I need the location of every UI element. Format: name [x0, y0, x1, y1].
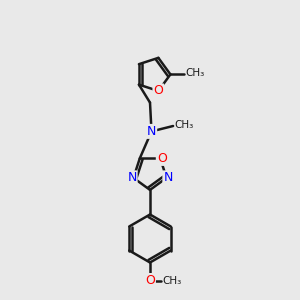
- Text: N: N: [147, 125, 156, 138]
- Text: O: O: [153, 84, 163, 98]
- Text: N: N: [127, 171, 136, 184]
- Text: CH₃: CH₃: [175, 120, 194, 130]
- Text: O: O: [157, 152, 167, 165]
- Text: N: N: [164, 171, 173, 184]
- Text: O: O: [145, 274, 155, 287]
- Text: CH₃: CH₃: [163, 275, 182, 286]
- Text: CH₃: CH₃: [185, 68, 204, 79]
